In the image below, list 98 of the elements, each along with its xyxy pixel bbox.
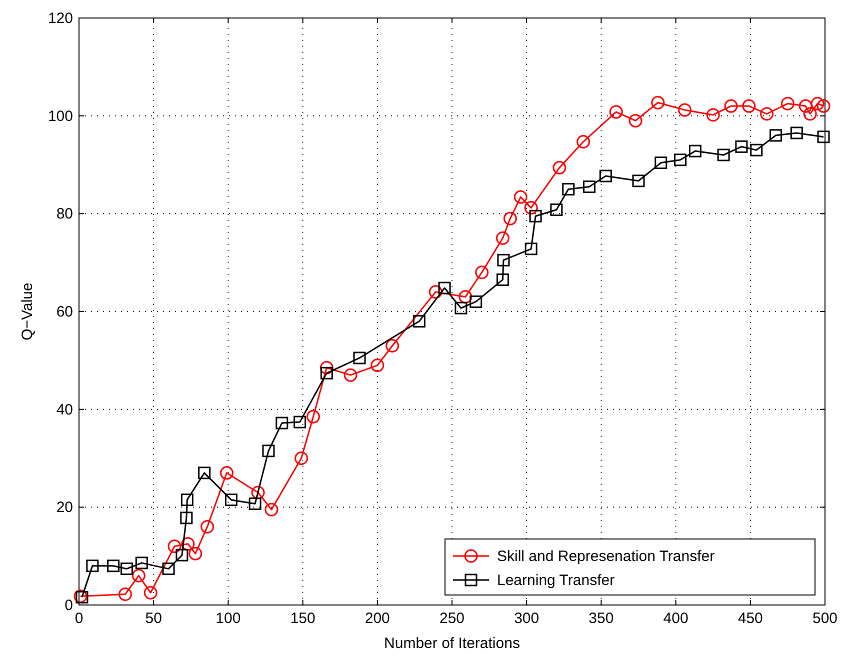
point [770,129,782,142]
point [198,466,211,480]
point [674,154,687,166]
point [294,416,306,428]
point [264,502,278,516]
point [144,586,158,600]
point [816,99,830,113]
x-tick-label: 50 [145,610,162,627]
point [475,266,489,280]
x-tick-label: 300 [514,610,540,627]
point [798,99,812,113]
point [497,254,510,266]
y-tick-label: 60 [56,304,73,320]
point [248,497,262,510]
point [320,366,333,380]
point [514,190,528,204]
point [188,546,202,560]
point [320,361,334,375]
y-axis-title: Q−Value [19,282,36,340]
point [552,160,566,174]
point [428,285,442,299]
x-tick-label: 0 [74,610,84,627]
x-tick-label: 350 [588,610,614,627]
x-tick-label: 250 [439,610,465,627]
point [780,96,794,110]
point [438,282,451,294]
x-tick-label: 150 [290,610,316,627]
point [651,96,665,110]
point [118,587,132,601]
point [294,452,308,465]
point [503,212,517,226]
point [706,108,720,122]
point [120,562,133,576]
point [162,562,175,576]
point [583,180,596,194]
point [717,148,730,162]
point [370,358,384,372]
point [496,231,510,245]
point [344,368,358,382]
point [803,107,817,121]
point [135,556,148,570]
point [386,338,400,352]
y-tick-label: 0 [64,597,73,614]
point [609,105,623,119]
point [810,96,824,110]
point [524,201,538,215]
point [654,156,668,170]
point [750,144,763,156]
point [168,540,182,554]
point [132,568,146,582]
point [524,242,538,256]
point [180,494,194,506]
point [353,352,366,364]
point [562,182,575,196]
point [176,548,188,562]
x-tick-label: 500 [812,610,838,627]
x-tick-label: 400 [663,610,688,627]
y-tick-label: 20 [56,499,73,516]
point [742,99,756,113]
point [688,144,702,158]
x-tick-label: 100 [216,610,241,627]
point [724,99,738,113]
point [817,130,830,144]
point [180,512,193,524]
point [276,416,288,430]
point [107,560,120,572]
x-tick-label: 200 [364,610,390,627]
x-axis-title: Number of Iterations [384,635,520,652]
legend-label: Learning Transfer [497,572,615,589]
point [678,103,692,117]
point [628,114,642,128]
y-tick-label: 120 [48,10,73,27]
point [454,302,468,314]
point [224,494,238,506]
point [86,560,99,572]
point [790,126,803,140]
point [529,210,542,222]
y-tick-label: 80 [56,206,73,223]
point [632,174,645,188]
legend-label: Skill and Represenation Transfer [497,548,715,565]
x-tick-label: 450 [738,610,763,627]
point [306,410,320,424]
point [496,273,509,286]
y-tick-label: 100 [48,108,73,125]
point [262,444,275,458]
point [599,170,612,182]
y-tick-label: 40 [56,401,73,418]
point [412,315,426,328]
point [576,135,590,149]
point [470,295,482,308]
point [251,486,265,500]
point [550,204,563,216]
point [760,107,774,121]
point [735,140,748,153]
point [458,290,472,304]
point [220,466,234,480]
point [181,537,195,551]
point [200,520,214,534]
